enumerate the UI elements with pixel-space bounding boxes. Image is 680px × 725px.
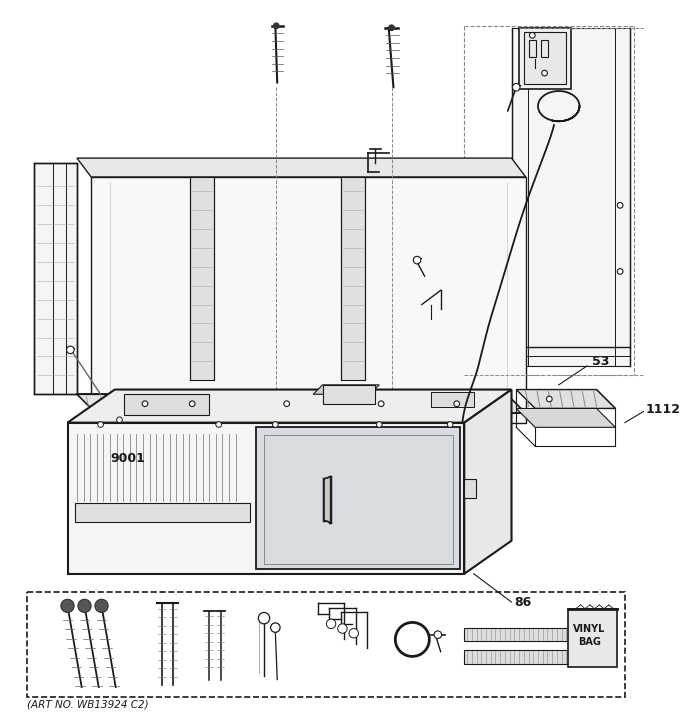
- Polygon shape: [511, 28, 630, 366]
- Text: 1112: 1112: [646, 403, 680, 416]
- Bar: [322, 385, 375, 404]
- Polygon shape: [256, 427, 460, 569]
- Circle shape: [258, 613, 270, 624]
- Polygon shape: [67, 389, 511, 423]
- Circle shape: [378, 401, 384, 407]
- Circle shape: [542, 70, 547, 76]
- Circle shape: [78, 600, 91, 613]
- Bar: [75, 432, 250, 503]
- Bar: [264, 435, 453, 564]
- Circle shape: [142, 401, 148, 407]
- Circle shape: [389, 25, 394, 30]
- Circle shape: [513, 83, 520, 91]
- Polygon shape: [464, 389, 511, 573]
- Polygon shape: [67, 423, 464, 573]
- Bar: [464, 628, 611, 641]
- Text: 9001: 9001: [110, 452, 145, 465]
- Bar: [519, 28, 571, 89]
- Text: (ART NO. WB13924 C2): (ART NO. WB13924 C2): [27, 699, 148, 709]
- Circle shape: [447, 422, 453, 427]
- Circle shape: [395, 622, 429, 656]
- Circle shape: [434, 631, 441, 639]
- Polygon shape: [568, 609, 617, 667]
- Circle shape: [530, 33, 535, 38]
- Circle shape: [617, 269, 623, 274]
- Circle shape: [67, 346, 74, 354]
- Bar: [124, 394, 209, 415]
- Circle shape: [216, 422, 222, 427]
- Bar: [75, 503, 250, 522]
- Polygon shape: [91, 177, 526, 423]
- Text: BAG: BAG: [577, 637, 600, 647]
- Polygon shape: [516, 408, 615, 427]
- Polygon shape: [313, 385, 379, 394]
- Text: 53: 53: [592, 355, 609, 368]
- Polygon shape: [35, 163, 77, 394]
- Circle shape: [338, 624, 347, 633]
- Polygon shape: [409, 618, 415, 624]
- Circle shape: [547, 396, 552, 402]
- Bar: [464, 479, 475, 498]
- Circle shape: [273, 23, 279, 29]
- Polygon shape: [77, 394, 526, 413]
- Circle shape: [95, 600, 108, 613]
- Polygon shape: [516, 389, 615, 408]
- Circle shape: [413, 257, 421, 264]
- Bar: [431, 392, 474, 407]
- Circle shape: [61, 600, 74, 613]
- Polygon shape: [190, 177, 214, 380]
- Bar: [541, 40, 548, 57]
- Bar: [27, 592, 625, 697]
- Text: 86: 86: [514, 596, 532, 608]
- Circle shape: [326, 619, 336, 629]
- Bar: [464, 650, 611, 663]
- Circle shape: [98, 422, 103, 427]
- Circle shape: [349, 629, 358, 638]
- Circle shape: [284, 401, 290, 407]
- Bar: [528, 40, 536, 57]
- Circle shape: [117, 417, 122, 423]
- Circle shape: [377, 422, 382, 427]
- Circle shape: [454, 401, 460, 407]
- Polygon shape: [341, 177, 365, 380]
- Polygon shape: [324, 477, 330, 522]
- Circle shape: [617, 202, 623, 208]
- Bar: [524, 33, 566, 84]
- Text: VINYL: VINYL: [573, 624, 605, 634]
- Circle shape: [190, 401, 195, 407]
- Circle shape: [271, 623, 280, 632]
- Circle shape: [273, 422, 278, 427]
- Polygon shape: [77, 158, 526, 177]
